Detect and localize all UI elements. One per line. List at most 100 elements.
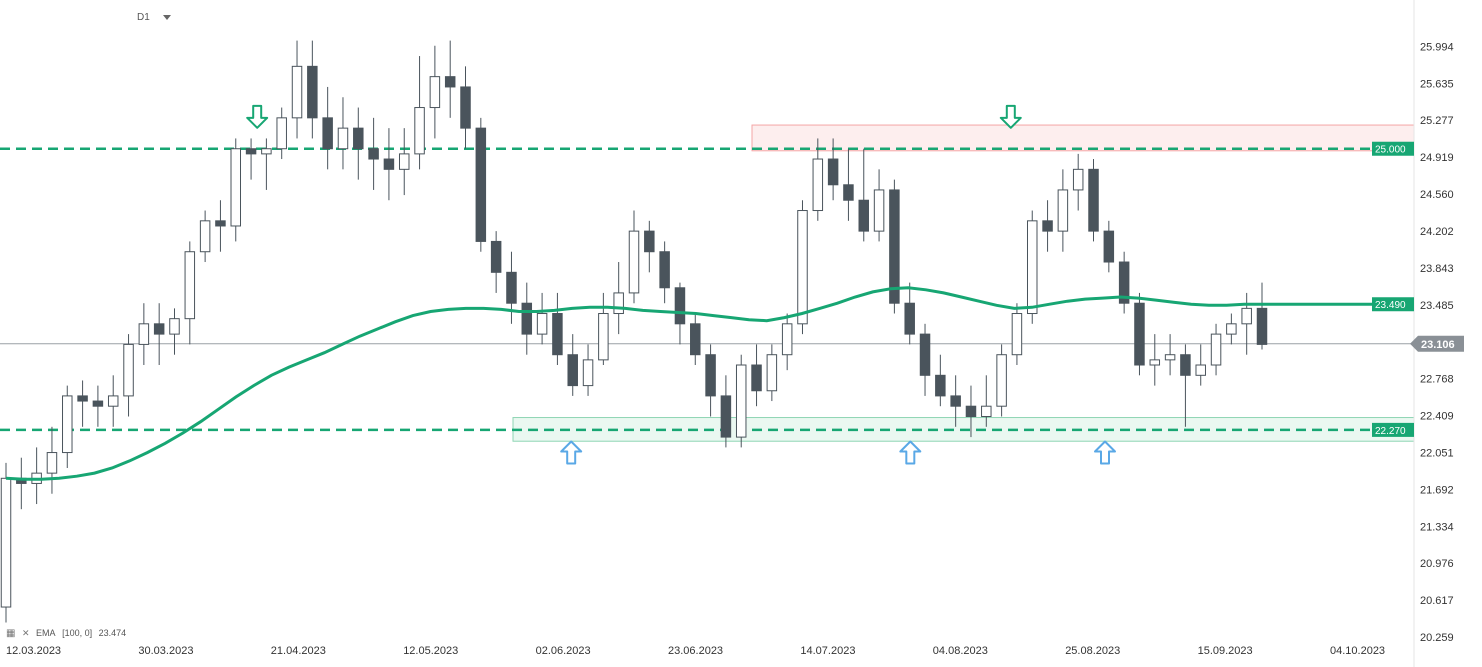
candle	[720, 375, 732, 448]
candle	[735, 354, 747, 448]
candle	[873, 169, 885, 242]
candle	[1026, 210, 1038, 324]
candle	[889, 179, 900, 314]
candle	[705, 344, 716, 417]
zones-layer	[512, 124, 1415, 442]
y-tick-label: 25.277	[1420, 115, 1454, 127]
y-tick-label: 25.635	[1420, 78, 1454, 90]
candle	[276, 107, 287, 160]
x-tick-label: 23.06.2023	[668, 645, 723, 657]
candle	[261, 138, 272, 190]
last-price-badge: 23.106	[1410, 335, 1464, 352]
candle	[1256, 282, 1268, 350]
candle	[92, 385, 104, 427]
candle	[1226, 313, 1237, 345]
x-tick-label: 04.10.2023	[1330, 645, 1385, 657]
candle	[383, 128, 395, 201]
candle	[291, 40, 303, 139]
timeframe-label: D1	[137, 12, 150, 23]
x-tick-label: 30.03.2023	[138, 645, 193, 657]
x-tick-label: 02.06.2023	[536, 645, 591, 657]
candle	[77, 380, 88, 427]
candle	[1180, 344, 1191, 427]
svg-text:23.490: 23.490	[1375, 300, 1406, 311]
candle	[506, 251, 517, 324]
chevron-down-icon[interactable]	[163, 15, 171, 20]
indicator-settings-icon[interactable]: ▦	[6, 628, 16, 639]
resistance-zone	[751, 124, 1415, 152]
y-tick-label: 23.843	[1420, 263, 1454, 275]
candle	[31, 447, 42, 505]
y-tick-label: 20.976	[1420, 558, 1454, 570]
candle	[460, 66, 471, 149]
candle	[552, 292, 563, 366]
candle	[123, 334, 134, 417]
candle	[1118, 251, 1130, 314]
y-tick-label: 20.617	[1420, 595, 1454, 607]
candle	[368, 117, 379, 190]
candle	[659, 241, 670, 304]
candle	[858, 148, 870, 242]
timeframe-selector[interactable]: D1	[137, 12, 150, 23]
x-tick-label: 14.07.2023	[800, 645, 855, 657]
y-tick-label: 22.051	[1420, 447, 1454, 459]
candle	[766, 344, 778, 402]
time-axis: 12.03.2023 30.03.2023 21.04.2023 12.05.2023…	[6, 645, 1385, 657]
candle	[322, 86, 333, 170]
candle	[46, 426, 58, 494]
candle	[981, 375, 992, 427]
close-icon[interactable]: ✕	[21, 628, 30, 638]
levels-layer	[0, 147, 1414, 432]
candle	[1241, 292, 1252, 355]
y-tick-label: 22.768	[1420, 374, 1454, 386]
candle	[690, 313, 701, 366]
candle	[1134, 292, 1145, 376]
candle	[797, 200, 808, 335]
candle	[536, 292, 548, 345]
candle	[1195, 344, 1206, 386]
y-tick-label: 21.334	[1420, 521, 1454, 533]
x-tick-label: 12.03.2023	[6, 645, 61, 657]
indicator-value: 23.474	[98, 628, 127, 638]
svg-text:22.270: 22.270	[1375, 426, 1406, 437]
candle	[904, 282, 915, 345]
candle	[475, 117, 487, 252]
candle	[919, 323, 931, 396]
candle	[950, 375, 961, 427]
candle	[996, 344, 1007, 417]
candle	[169, 308, 180, 355]
candle	[138, 303, 150, 366]
arrow-down-icon	[246, 104, 269, 129]
candle	[1057, 169, 1069, 252]
candle	[107, 375, 119, 427]
candle	[843, 148, 854, 221]
arrow-up-icon	[899, 440, 922, 465]
arrow-up-icon	[1094, 440, 1116, 465]
y-tick-label: 20.259	[1420, 632, 1454, 644]
candle	[490, 231, 502, 293]
y-tick-label: 24.919	[1420, 152, 1454, 164]
indicator-name: EMA	[36, 628, 56, 638]
candle	[567, 334, 578, 396]
candle	[184, 241, 196, 345]
y-tick-label: 23.485	[1420, 300, 1454, 312]
candle	[215, 200, 226, 252]
candle	[812, 138, 824, 221]
candle	[199, 210, 211, 263]
candle	[398, 128, 410, 196]
candle	[62, 385, 73, 468]
candle	[521, 282, 533, 355]
ema-line	[5, 286, 1414, 481]
arrows-layer	[246, 104, 1116, 465]
candle	[429, 45, 441, 139]
y-tick-label: 21.692	[1420, 484, 1454, 496]
candle	[1042, 200, 1053, 252]
candle	[1088, 159, 1099, 242]
candle	[444, 40, 456, 118]
ema-value-badge: 23.490	[1372, 297, 1414, 312]
x-tick-label: 25.08.2023	[1065, 645, 1120, 657]
candle	[644, 220, 655, 273]
candle	[1103, 220, 1115, 273]
y-tick-label: 25.994	[1420, 41, 1454, 53]
